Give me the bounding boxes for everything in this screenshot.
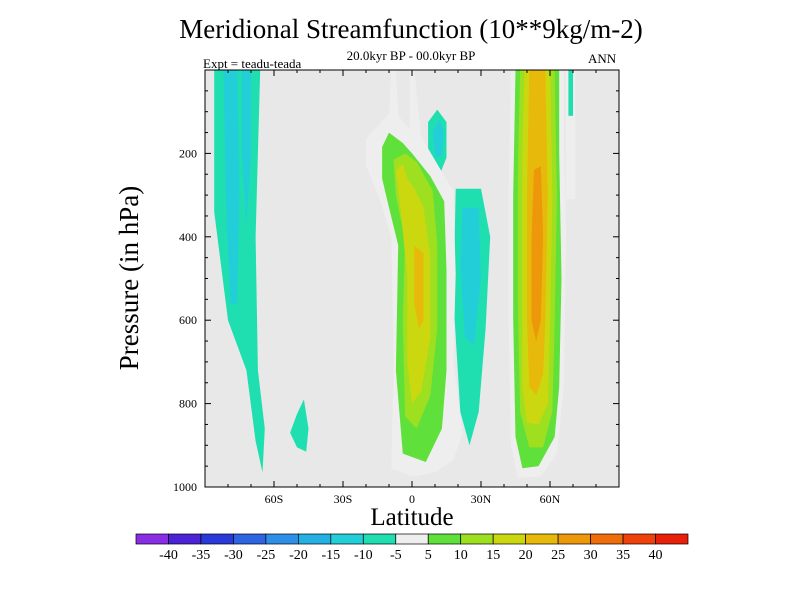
colorbar-label: -15 xyxy=(321,548,340,563)
colorbar-label: 10 xyxy=(454,548,468,563)
colorbar-label: 25 xyxy=(551,548,565,563)
contour-region-hadley-25 xyxy=(414,245,424,329)
y-tick-label: 800 xyxy=(179,397,197,411)
contour-region-hadley-20 xyxy=(395,163,431,404)
colorbar-swatch xyxy=(557,533,591,545)
y-tick-label: 600 xyxy=(179,313,197,327)
contour-region-nh-negative-upper-core xyxy=(432,120,445,158)
colorbar-swatch xyxy=(298,533,332,545)
x-tick-label: 30S xyxy=(334,492,353,506)
contour-region-sh-negative-cell-core xyxy=(223,70,240,304)
colorbar-swatch xyxy=(330,533,364,545)
contour-region-sh-negative-blob xyxy=(290,399,309,452)
colorbar-label: -30 xyxy=(224,548,243,563)
colorbar-label: 20 xyxy=(519,548,533,563)
colorbar-label: -10 xyxy=(354,548,373,563)
contour-region-nh-negative-lower-core xyxy=(460,207,481,346)
colorbar-swatch xyxy=(460,533,494,545)
colorbar-label: -20 xyxy=(289,548,308,563)
y-tick-label: 200 xyxy=(179,146,197,160)
x-tick-label: 60S xyxy=(265,492,284,506)
colorbar-label: 15 xyxy=(486,548,500,563)
colorbar-swatch xyxy=(525,533,559,545)
colorbar-label: 5 xyxy=(425,548,432,563)
y-tick-label: 1000 xyxy=(173,480,197,494)
colorbar-swatch xyxy=(362,533,397,545)
colorbar-swatch xyxy=(590,533,624,545)
colorbar-swatch xyxy=(200,533,234,545)
colorbar-swatch xyxy=(233,533,267,545)
colorbar-swatch xyxy=(655,533,689,545)
colorbar-swatch xyxy=(622,533,656,545)
x-tick-label: 60N xyxy=(540,492,561,506)
colorbar-label: -40 xyxy=(159,548,178,563)
colorbar-label: 35 xyxy=(616,548,630,563)
colorbar-swatch xyxy=(135,533,169,545)
chart-subtitle: 20.0kyr BP - 00.0kyr BP xyxy=(346,48,476,63)
contour-region-sh-negative-cell-core-2 xyxy=(241,70,251,229)
colorbar-label: -5 xyxy=(390,548,402,563)
x-tick-label: 0 xyxy=(409,492,415,506)
contour-region-ferrel-30 xyxy=(531,165,544,342)
y-axis-label: Pressure (in hPa) xyxy=(114,186,144,370)
colorbar-swatch xyxy=(395,533,429,545)
colorbar-swatch xyxy=(168,533,202,545)
colorbar-label: -25 xyxy=(257,548,276,563)
colorbar-label: 30 xyxy=(584,548,598,563)
x-tick-label: 30N xyxy=(471,492,492,506)
contour-region-strip-a-core xyxy=(568,70,573,116)
colorbar-label: 40 xyxy=(649,548,663,563)
experiment-label: Expt = teadu-teada xyxy=(203,56,302,71)
x-axis-label: Latitude xyxy=(370,504,453,531)
season-label: ANN xyxy=(588,51,617,66)
colorbar-swatch xyxy=(492,533,526,545)
colorbar-swatch xyxy=(265,533,299,545)
colorbar-swatch xyxy=(427,533,462,545)
chart-title: Meridional Streamfunction (10**9kg/m-2) xyxy=(179,14,643,44)
y-tick-label: 400 xyxy=(179,230,197,244)
colorbar-label: -35 xyxy=(192,548,211,563)
